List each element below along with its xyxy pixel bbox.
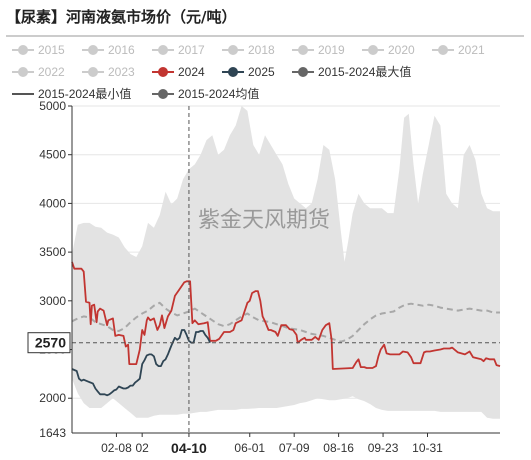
x-tick-label: 08-16 <box>323 441 354 455</box>
legend-swatch-marker <box>158 67 168 77</box>
legend-item-2023: 2023 <box>82 65 135 79</box>
legend-label: 2024 <box>178 65 205 79</box>
legend-swatch-marker <box>298 45 308 55</box>
x-axis: 02-08 02 06-01 07-09 08-16 09-23 10-31 04-10 <box>72 432 500 457</box>
legend-swatch-marker <box>228 67 238 77</box>
legend-item-2021: 2021 <box>432 43 485 57</box>
plot-area <box>71 105 501 433</box>
legend-swatch-marker <box>298 67 308 77</box>
legend-label: 2015-2024最大值 <box>318 64 411 79</box>
y-tick-label: 2000 <box>39 391 66 405</box>
legend-item-2019: 2019 <box>292 43 345 57</box>
series-line-2015-2024均值 <box>71 301 500 343</box>
legend-swatch-marker <box>18 67 28 77</box>
series-line-2024 <box>71 261 501 370</box>
legend: 2015 2016 2017 2018 2019 2020 2021 2022 2023 2024… <box>12 43 485 101</box>
watermark: 紫金天风期货 <box>198 208 330 233</box>
legend-label: 2018 <box>248 43 275 57</box>
y-min-label: 1643 <box>39 426 66 440</box>
x-tick-label: 09-23 <box>368 441 399 455</box>
legend-item-2015: 2015 <box>12 43 65 57</box>
legend-swatch-marker <box>18 45 28 55</box>
x-tick-label: 02 <box>135 441 149 455</box>
crosshair-x-label: 04-10 <box>171 440 207 456</box>
legend-item-2020: 2020 <box>362 43 415 57</box>
legend-swatch-marker <box>88 67 98 77</box>
legend-item-2015-2024最大值: 2015-2024最大值 <box>292 64 411 79</box>
legend-label: 2015-2024最小值 <box>38 86 131 101</box>
legend-label: 2021 <box>458 43 485 57</box>
y-tick-label: 4500 <box>39 148 66 162</box>
legend-label: 2025 <box>248 65 275 79</box>
legend-item-2016: 2016 <box>82 43 135 57</box>
legend-label: 2016 <box>108 43 135 57</box>
legend-item-2018: 2018 <box>222 43 275 57</box>
legend-label: 2015-2024均值 <box>178 86 259 101</box>
legend-item-2022: 2022 <box>12 65 65 79</box>
legend-item-2015-2024均值: 2015-2024均值 <box>152 86 259 101</box>
range-band <box>72 106 500 419</box>
legend-swatch-marker <box>158 45 168 55</box>
legend-swatch-marker <box>88 45 98 55</box>
y-tick-label: 3500 <box>39 245 66 259</box>
legend-label: 2019 <box>318 43 345 57</box>
legend-label: 2023 <box>108 65 135 79</box>
legend-swatch-marker <box>158 89 168 99</box>
legend-label: 2015 <box>38 43 65 57</box>
chart-title: 【尿素】河南液氨市场价（元/吨） <box>6 8 236 26</box>
x-tick-label: 07-09 <box>279 441 310 455</box>
legend-swatch-marker <box>368 45 378 55</box>
y-tick-label: 3000 <box>39 294 66 308</box>
legend-item-2024: 2024 <box>152 65 205 79</box>
legend-swatch-marker <box>438 45 448 55</box>
legend-item-2025: 2025 <box>222 65 275 79</box>
y-axis: 200025003000350040004500500016432570 <box>27 99 73 440</box>
crosshair-y-label-box <box>27 332 71 354</box>
legend-label: 2020 <box>388 43 415 57</box>
crosshair-y-label: 2570 <box>35 335 66 351</box>
y-tick-label: 5000 <box>39 99 66 113</box>
x-tick-label: 06-01 <box>234 441 265 455</box>
legend-label: 2022 <box>38 65 65 79</box>
legend-item-2015-2024最小值: 2015-2024最小值 <box>12 86 131 101</box>
crosshair-x-label-box <box>164 437 213 457</box>
x-tick-label: 10-31 <box>412 441 443 455</box>
legend-swatch-marker <box>228 45 238 55</box>
legend-label: 2017 <box>178 43 205 57</box>
x-tick-label: 02-08 <box>101 441 132 455</box>
legend-item-2017: 2017 <box>152 43 205 57</box>
y-tick-label: 4000 <box>39 196 66 210</box>
